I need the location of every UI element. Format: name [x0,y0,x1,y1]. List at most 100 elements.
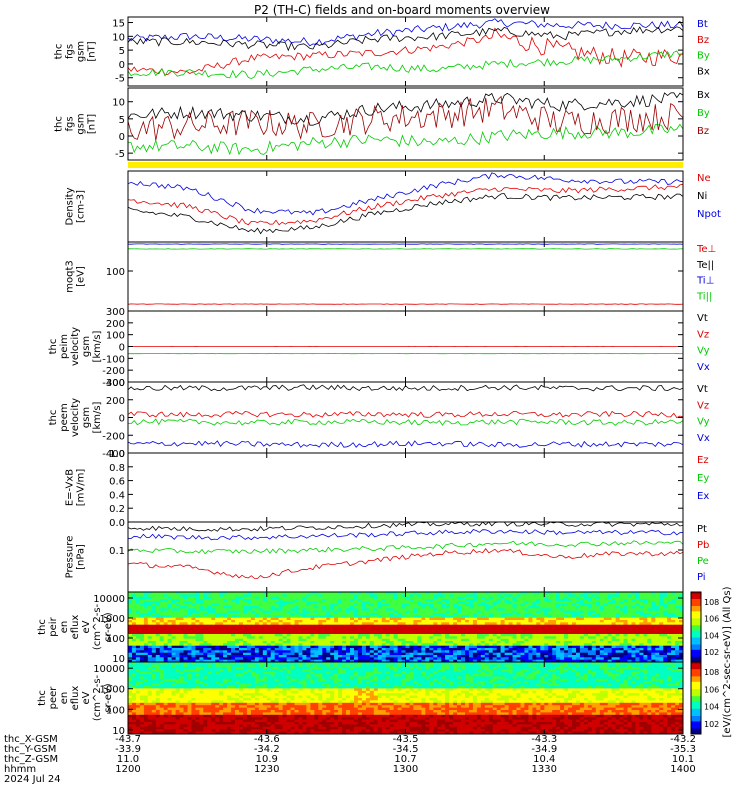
heatmap-cell [290,624,295,628]
heatmap-cell [528,603,533,607]
heatmap-cell [484,636,490,639]
heatmap-cell [318,599,323,602]
heatmap-cell [377,615,383,618]
heatmap-cell [215,610,220,614]
heatmap-cell [239,657,244,660]
heatmap-cell [203,648,208,651]
heatmap-cell [215,629,220,632]
heatmap-cell [468,620,474,623]
heatmap-cell [250,645,256,649]
heatmap-cell [568,641,573,644]
heatmap-cell [564,610,569,614]
heatmap-cell [544,606,549,609]
heatmap-cell [679,659,684,663]
heatmap-cell [635,596,640,600]
heatmap-cell [322,643,327,646]
heatmap-cell [579,631,585,635]
heatmap-cell [203,643,208,646]
heatmap-cell [207,615,212,618]
heatmap-cell [560,594,565,597]
heatmap-cell [441,610,446,614]
heatmap-cell [310,662,315,665]
heatmap-cell [671,666,676,670]
heatmap-cell [151,622,157,625]
heatmap-cell [167,620,172,623]
heatmap-cell [219,648,224,651]
heatmap-cell [326,666,331,670]
heatmap-cell [671,634,676,637]
heatmap-cell [492,664,498,668]
heatmap-cell [532,594,537,597]
heatmap-cell [417,645,422,649]
heatmap-cell [179,613,184,616]
heatmap-cell [572,643,577,646]
heatmap-cell [346,638,351,642]
heatmap-cell [381,650,387,653]
heatmap-cell [611,592,616,595]
heatmap-cell [568,620,573,623]
heatmap-cell [326,606,331,609]
heatmap-cell [663,613,668,616]
heatmap-cell [409,606,414,609]
heatmap-cell [560,610,565,614]
heatmap-cell [468,650,474,653]
heatmap-cell [215,659,220,663]
heatmap-cell [556,631,561,635]
heatmap-cell [262,624,268,628]
heatmap-cell [163,636,169,639]
heatmap-cell [282,650,287,653]
heatmap-cell [175,648,180,651]
heatmap-cell [199,655,204,658]
heatmap-cell [151,606,157,609]
heatmap-cell [663,655,668,658]
heatmap-cell [278,655,283,658]
heatmap-cell [587,622,593,625]
heatmap-cell [310,643,315,646]
heatmap-cell [611,659,616,663]
heatmap-cell [195,643,200,646]
heatmap-cell [524,627,529,630]
heatmap-cell [167,650,172,653]
heatmap-cell [655,603,660,607]
legend-bx: Bx [697,66,710,77]
heatmap-cell [619,624,624,628]
heatmap-cell [274,601,280,604]
heatmap-cell [290,629,295,632]
heatmap-cell [235,650,240,653]
heatmap-cell [405,599,410,602]
heatmap-cell [472,620,478,623]
heatmap-cell [223,669,228,672]
heatmap-cell [504,657,509,660]
heatmap-cell [433,603,438,607]
heatmap-cell [465,662,470,665]
heatmap-cell [314,627,319,630]
heatmap-cell [365,624,371,628]
heatmap-cell [536,615,541,618]
heatmap-cell [270,594,276,597]
heatmap-cell [548,648,553,651]
heatmap-cell [302,599,307,602]
heatmap-cell [532,650,537,653]
heatmap-cell [143,648,149,651]
heatmap-cell [524,613,529,616]
heatmap-cell [659,634,664,637]
heatmap-cell [631,634,636,637]
heatmap-cell [215,648,220,651]
heatmap-cell [314,592,319,595]
heatmap-cell [266,636,272,639]
heatmap-cell [322,629,327,632]
heatmap-cell [524,634,529,637]
heatmap-cell [377,606,383,609]
y-tick-label: -100 [102,354,125,365]
heatmap-cell [492,596,498,600]
heatmap-cell [187,634,192,637]
heatmap-cell [314,634,319,637]
heatmap-cell [445,634,450,637]
heatmap-cell [627,655,632,658]
heatmap-cell [631,606,636,609]
heatmap-cell [599,596,605,600]
heatmap-cell [207,662,212,665]
heatmap-cell [302,636,307,639]
heatmap-cell [429,610,434,614]
heatmap-cell [373,643,379,646]
